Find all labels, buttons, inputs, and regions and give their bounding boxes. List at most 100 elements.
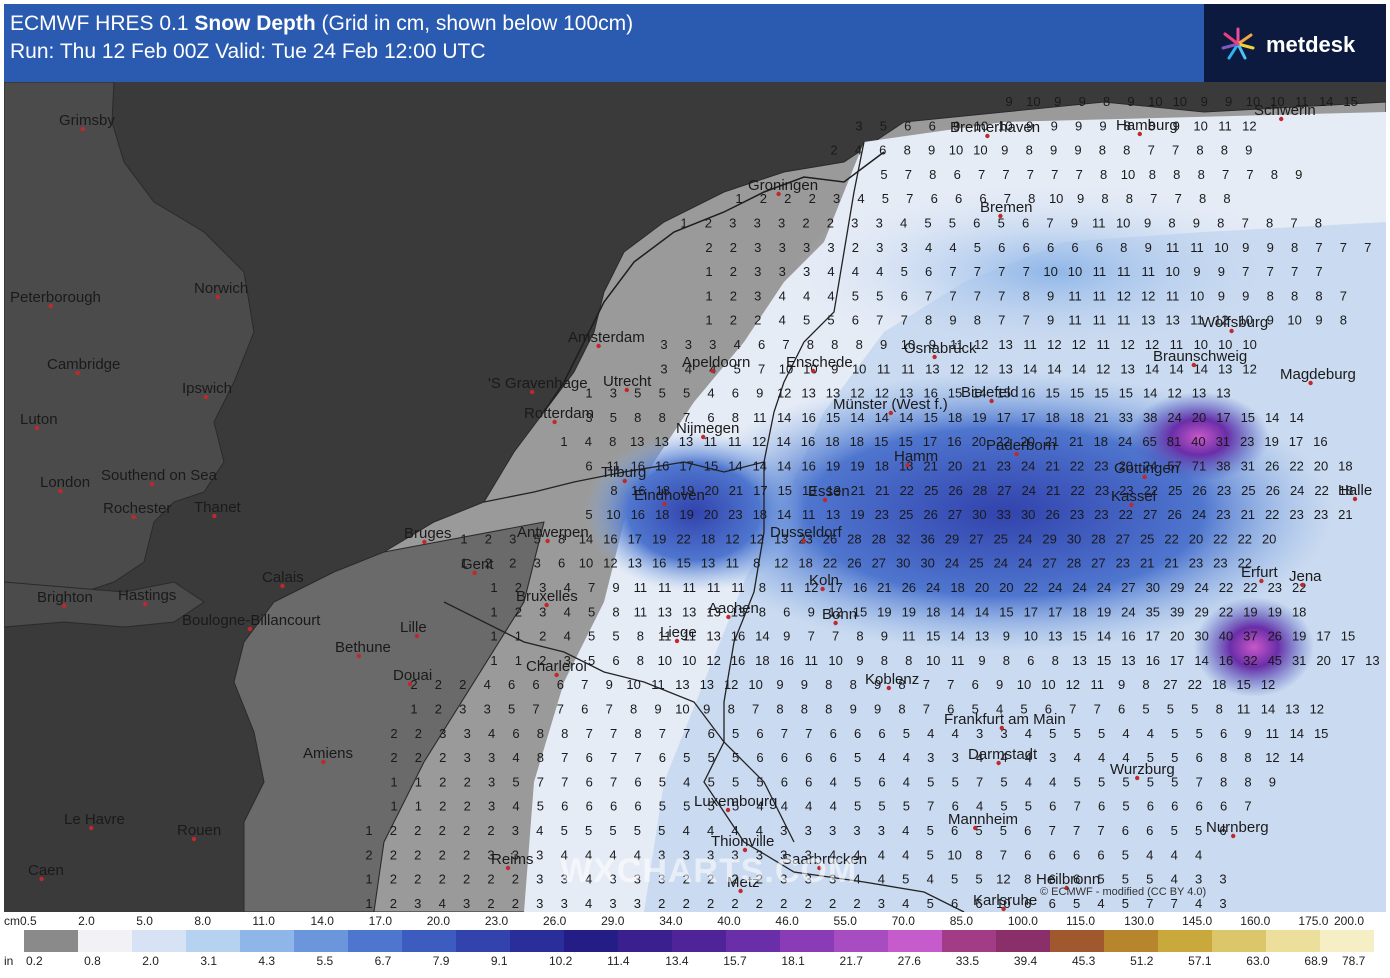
grid-value: 13	[802, 483, 816, 498]
grid-value: 15	[853, 604, 867, 619]
grid-value: 3	[634, 896, 641, 911]
grid-value: 1	[460, 556, 467, 571]
grid-value: 4	[564, 604, 571, 619]
city-marker	[545, 538, 550, 544]
grid-value: 6	[1022, 216, 1029, 231]
grid-value: 4	[564, 629, 571, 644]
grid-value: 4	[830, 799, 837, 814]
grid-value: 12	[1167, 386, 1181, 401]
legend-swatch	[1104, 930, 1158, 952]
chart-header: ECMWF HRES 0.1 Snow Depth (Grid in cm, s…	[4, 4, 1204, 82]
grid-value: 13	[1218, 361, 1232, 376]
grid-value: 19	[1292, 629, 1306, 644]
grid-value: 8	[850, 677, 857, 692]
grid-value: 10	[1218, 337, 1232, 352]
grid-value: 12	[828, 604, 842, 619]
grid-value: 24	[1072, 580, 1086, 595]
grid-value: 10	[1121, 167, 1135, 182]
grid-value: 5	[901, 264, 908, 279]
city-label: Kassel	[1111, 488, 1156, 505]
legend-in-label: 33.5	[955, 954, 980, 968]
city-marker	[1279, 116, 1284, 122]
city-label: Aachen	[708, 600, 759, 617]
grid-value: 6	[1049, 847, 1056, 862]
grid-value: 9	[996, 677, 1003, 692]
grid-value: 12	[603, 556, 617, 571]
city-label: Bruxelles	[516, 588, 578, 605]
metdesk-star-logo-icon	[1221, 27, 1255, 60]
grid-value: 23	[1119, 483, 1133, 498]
grid-value: 6	[951, 896, 958, 911]
grid-value: 28	[847, 531, 861, 546]
legend-swatch	[1266, 930, 1320, 952]
grid-value: 4	[709, 361, 716, 376]
grid-value: 9	[1051, 118, 1058, 133]
city-label: Utrecht	[603, 373, 652, 390]
grid-value: 6	[975, 896, 982, 911]
grid-value: 6	[1219, 823, 1226, 838]
grid-value: 3	[853, 823, 860, 838]
grid-value: 22	[1070, 459, 1084, 474]
grid-value: 5	[949, 216, 956, 231]
grid-value: 5	[732, 799, 739, 814]
city-marker	[247, 626, 253, 632]
city-label: Münster (West f.)	[833, 396, 948, 413]
grid-value: 19	[1268, 604, 1282, 619]
grid-value: 2	[754, 313, 761, 328]
grid-value: 13	[654, 434, 668, 449]
grid-value: 11	[1266, 726, 1280, 741]
city-marker	[726, 614, 731, 620]
city-marker	[215, 294, 220, 300]
grid-value: 7	[876, 313, 883, 328]
grid-value: 31	[1216, 434, 1230, 449]
grid-value: 7	[998, 313, 1005, 328]
grid-value: 7	[1340, 288, 1347, 303]
grid-value: 11	[1170, 337, 1184, 352]
legend-swatch	[240, 930, 294, 952]
city-marker	[1191, 362, 1197, 368]
grid-value: 7	[610, 726, 617, 741]
city-label: Schwerin	[1254, 102, 1316, 119]
grid-value: 24	[1048, 580, 1062, 595]
grid-value: 11	[1166, 288, 1180, 303]
grid-value: 17	[1341, 653, 1355, 668]
grid-value: 16	[1121, 629, 1135, 644]
grid-value: 5	[975, 872, 982, 887]
grid-value: 3	[683, 847, 690, 862]
legend-in-label: 57.1	[1188, 954, 1212, 968]
grid-value: 8	[1099, 143, 1106, 158]
grid-value: 13	[998, 361, 1012, 376]
city-label: Rochester	[103, 500, 171, 517]
grid-value: 9	[1003, 629, 1010, 644]
grid-value: 13	[706, 604, 720, 619]
city-marker	[932, 354, 937, 360]
grid-value: 9	[1193, 264, 1200, 279]
grid-value: 15	[1236, 677, 1250, 692]
city-marker	[472, 570, 477, 576]
grid-value: 7	[925, 288, 932, 303]
grid-value: 5	[1073, 896, 1080, 911]
legend-in-label: 10.2	[548, 954, 573, 968]
grid-value: 11	[1190, 240, 1204, 255]
grid-value: 18	[1045, 410, 1059, 425]
grid-value: 2	[463, 823, 470, 838]
grid-value: 13	[706, 629, 720, 644]
grid-value: 22	[1070, 483, 1084, 498]
grid-value: 7	[752, 702, 759, 717]
grid-value: 6	[758, 337, 765, 352]
grid-value: 8	[776, 702, 783, 717]
grid-value: 4	[781, 799, 788, 814]
grid-value: 12	[1310, 702, 1324, 717]
grid-value: 7	[634, 750, 641, 765]
grid-value: 11	[634, 604, 648, 619]
grid-value: 8	[1123, 143, 1130, 158]
city-marker	[662, 501, 667, 507]
grid-value: 19	[679, 507, 693, 522]
grid-value: 27	[997, 483, 1011, 498]
grid-value: 4	[1098, 750, 1105, 765]
grid-value: 2	[415, 726, 422, 741]
grid-value: 4	[585, 872, 592, 887]
grid-value: 9	[1074, 143, 1081, 158]
grid-value: 4	[903, 774, 910, 789]
grid-value: 7	[947, 677, 954, 692]
